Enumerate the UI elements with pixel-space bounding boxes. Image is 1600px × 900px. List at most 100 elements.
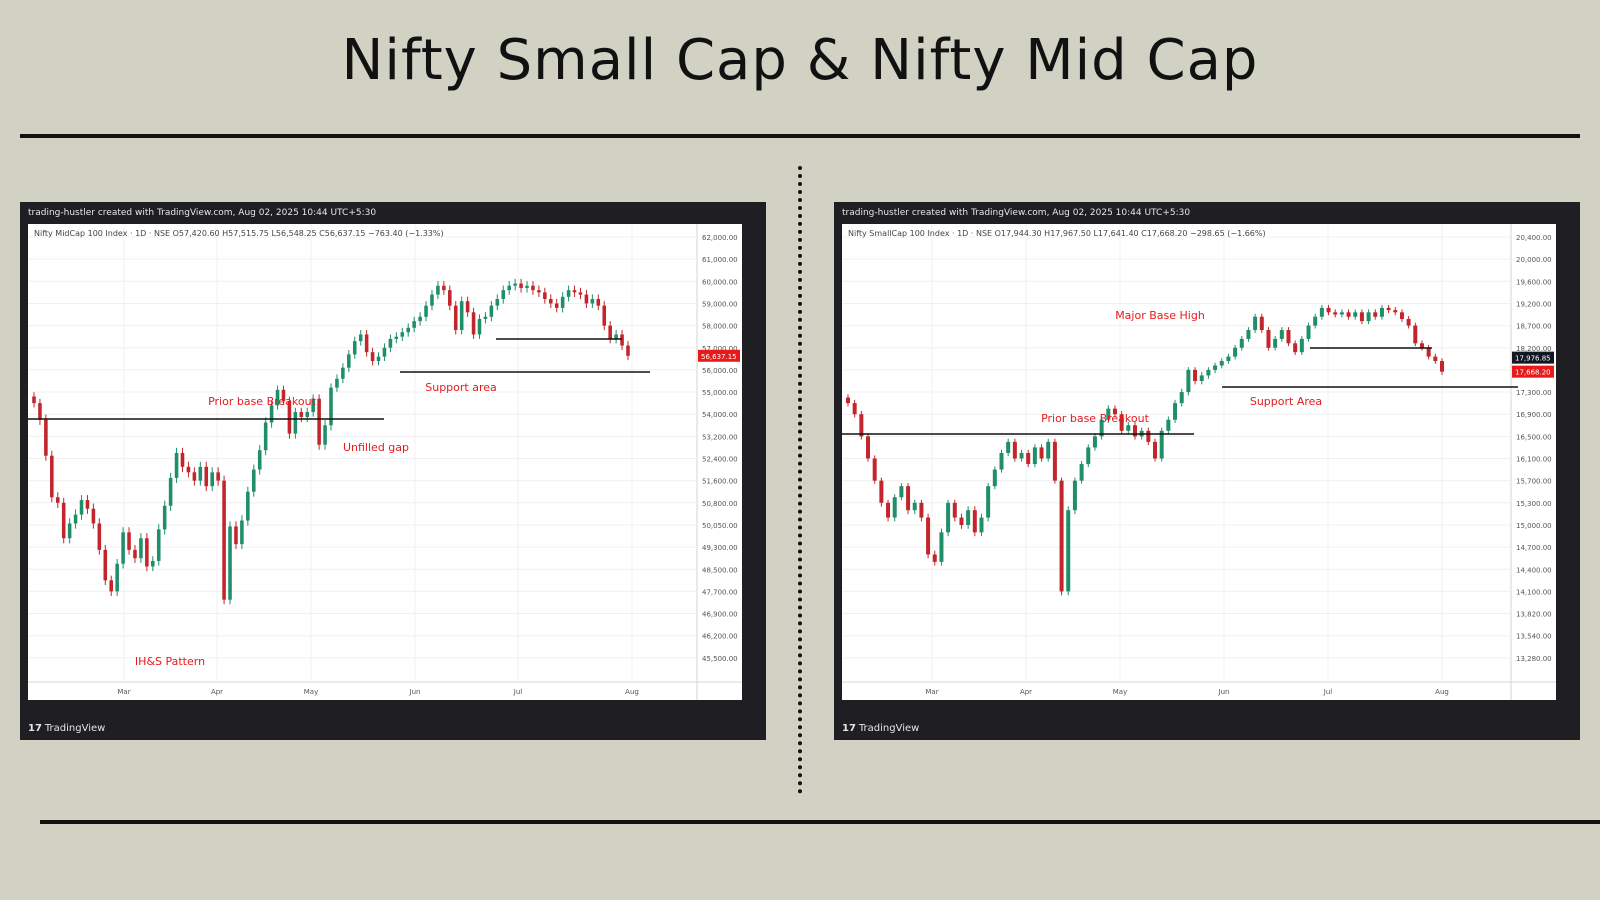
x-tick-label: Apr (211, 688, 223, 696)
candle-body (1112, 408, 1117, 415)
candle-body (73, 514, 78, 524)
candle-body (1079, 464, 1084, 481)
candle-body (531, 285, 535, 291)
candle-body (872, 458, 877, 481)
candle-body (430, 294, 434, 306)
candle-body (412, 321, 416, 328)
candle-body (926, 517, 931, 555)
candle-body (892, 497, 897, 518)
candle-body (1132, 425, 1137, 437)
candle-body (103, 549, 108, 581)
candle-body (919, 502, 924, 518)
candle-body (507, 285, 511, 291)
candle-body (317, 398, 321, 445)
candle-body (228, 526, 232, 600)
candle-body (1046, 441, 1051, 459)
candle-body (1092, 436, 1097, 448)
tradingview-icon: 17 (842, 723, 856, 734)
plot-background (842, 224, 1556, 700)
candle-body (1179, 392, 1184, 404)
candle-body (1253, 316, 1258, 331)
candle-body (50, 455, 54, 498)
candle-body (966, 510, 971, 525)
x-tick-label: Jun (1218, 688, 1230, 696)
candle-body (1399, 312, 1404, 319)
candle-body (67, 523, 72, 539)
y-tick-label: 53,200.00 (702, 433, 738, 441)
y-tick-label: 19,200.00 (1516, 300, 1552, 308)
candle-body (281, 389, 286, 401)
candle-body (1126, 425, 1131, 431)
candle-body (1052, 441, 1057, 481)
page-title: Nifty Small Cap & Nifty Mid Cap (341, 28, 1259, 93)
candle-body (477, 318, 482, 335)
annotation-label: Prior base Breakout (1041, 412, 1150, 425)
candle-body (442, 285, 446, 291)
candle-body (483, 316, 488, 319)
y-tick-label: 47,700.00 (702, 588, 738, 596)
candle-body (992, 469, 997, 487)
x-tick-label: Apr (1020, 688, 1032, 696)
candle-body (1239, 338, 1244, 348)
y-tick-label: 18,700.00 (1516, 323, 1552, 331)
y-tick-label: 61,000.00 (702, 256, 738, 264)
candle-body (566, 290, 571, 297)
candle-body (1326, 307, 1331, 313)
candle-body (1106, 408, 1111, 420)
candle-body (1119, 414, 1124, 431)
candle-body (418, 316, 422, 322)
candle-body (1166, 419, 1171, 431)
candle-body (376, 356, 381, 362)
candle-body (560, 296, 565, 308)
y-tick-label: 19,600.00 (1516, 278, 1552, 286)
candle-body (513, 283, 517, 286)
smallcap-chart[interactable]: 20,400.00 20,000.00 19,600.00 19,200.00 18,7… (834, 202, 1580, 740)
top-divider (20, 134, 1580, 138)
candle-body (548, 299, 553, 304)
candle-body (959, 517, 964, 525)
marker-price-tag (1512, 351, 1554, 364)
candle-body (1386, 307, 1391, 311)
candle-body (1366, 312, 1371, 322)
candle-body (986, 486, 991, 518)
candle-body (257, 450, 262, 470)
y-tick-label: 13,540.00 (1516, 633, 1552, 641)
candle-body (899, 486, 904, 498)
candle-body (382, 347, 387, 357)
candle-body (305, 411, 310, 417)
candle-body (180, 452, 185, 467)
candle-body (459, 301, 464, 331)
candle-body (168, 477, 173, 506)
candle-body (1353, 312, 1358, 317)
y-tick-label: 62,000.00 (702, 234, 738, 242)
candle-body (572, 290, 577, 293)
candle-body (1313, 316, 1318, 326)
candle-body (1026, 452, 1031, 465)
candle-body (1359, 312, 1364, 322)
y-tick-label: 18,200.00 (1516, 345, 1552, 353)
midcap-chart[interactable]: 62,000.00 61,000.00 60,000.00 59,000.00 58,0… (20, 202, 766, 740)
bottom-divider (40, 820, 1600, 824)
candle-body (879, 480, 884, 503)
candle-body (222, 480, 226, 600)
candle-body (999, 452, 1004, 470)
candle-body (1066, 510, 1071, 592)
candle-body (347, 354, 351, 368)
y-tick-label: 15,300.00 (1516, 500, 1552, 508)
y-tick-label: 16,900.00 (1516, 411, 1552, 419)
candle-body (156, 529, 161, 561)
candle-body (1199, 375, 1204, 381)
candle-body (626, 345, 630, 356)
x-tick-label: May (304, 688, 318, 696)
candle-body (525, 285, 529, 288)
y-tick-label: 14,400.00 (1516, 566, 1552, 574)
candle-body (620, 334, 624, 346)
candle-body (845, 397, 851, 404)
y-tick-label: 54,000.00 (702, 411, 738, 419)
candle-body (1186, 369, 1191, 393)
x-tick-label: May (1113, 688, 1127, 696)
x-tick-label: Jul (1323, 688, 1333, 696)
y-tick-label: 58,000.00 (702, 323, 738, 331)
annotation-label: Unfilled gap (343, 441, 409, 454)
candle-body (584, 294, 589, 304)
